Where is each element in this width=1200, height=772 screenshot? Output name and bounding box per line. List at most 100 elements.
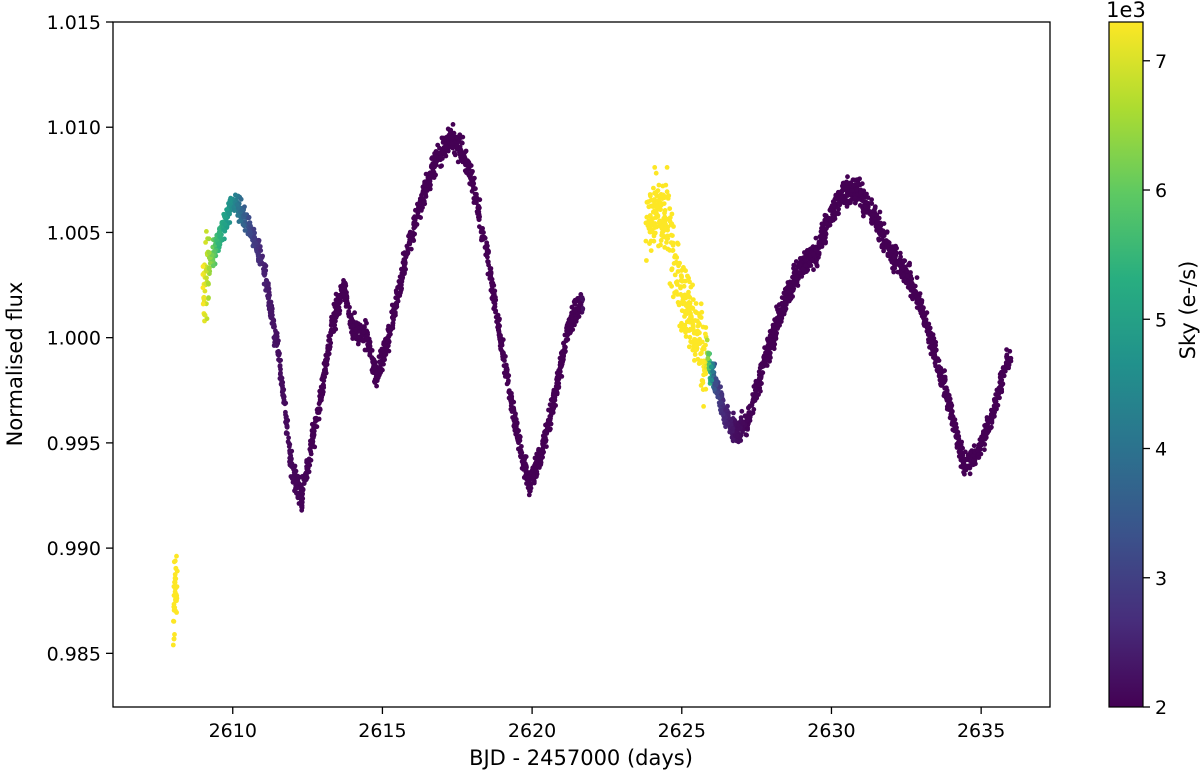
- data-point: [876, 215, 882, 221]
- data-point: [646, 219, 651, 225]
- data-point: [172, 632, 177, 637]
- data-point: [240, 222, 246, 228]
- data-point: [276, 357, 281, 363]
- data-point: [791, 279, 796, 285]
- data-point: [347, 304, 352, 310]
- data-point: [697, 339, 703, 345]
- data-point: [328, 340, 334, 346]
- data-point: [844, 204, 850, 209]
- data-point: [670, 248, 675, 254]
- data-point: [678, 323, 684, 329]
- data-point: [559, 363, 564, 369]
- data-point: [660, 183, 666, 189]
- data-point: [492, 294, 497, 299]
- data-point: [572, 297, 578, 303]
- data-point: [258, 248, 264, 254]
- data-point: [360, 337, 365, 343]
- data-point: [708, 364, 714, 370]
- data-point: [888, 257, 893, 262]
- data-point: [507, 395, 513, 401]
- data-point: [261, 281, 267, 287]
- data-point: [448, 127, 454, 133]
- data-point: [485, 247, 490, 253]
- data-point: [787, 279, 793, 285]
- data-point: [255, 253, 261, 259]
- data-point: [755, 382, 761, 388]
- data-point: [487, 266, 493, 272]
- data-point: [173, 576, 179, 582]
- data-point: [647, 192, 653, 197]
- data-point: [512, 419, 518, 425]
- data-point: [686, 344, 692, 350]
- data-point: [418, 215, 423, 221]
- data-point: [293, 480, 299, 485]
- data-point: [1000, 372, 1005, 378]
- data-point: [504, 367, 510, 373]
- data-point: [318, 388, 324, 394]
- x-tick-label: 2610: [209, 720, 257, 742]
- data-point: [651, 233, 657, 239]
- data-point: [1004, 347, 1009, 352]
- data-point: [335, 306, 341, 312]
- data-point: [687, 310, 692, 316]
- data-point: [732, 419, 738, 424]
- data-point: [226, 211, 231, 216]
- data-point: [436, 150, 442, 156]
- data-point: [970, 462, 976, 468]
- data-point: [522, 454, 528, 459]
- data-point: [674, 279, 680, 285]
- data-point: [905, 273, 910, 279]
- data-point: [765, 357, 770, 362]
- data-point: [690, 322, 696, 328]
- data-point: [494, 319, 499, 325]
- data-point: [816, 250, 821, 256]
- data-point: [498, 337, 503, 343]
- data-point: [510, 415, 515, 420]
- data-point: [703, 342, 708, 348]
- data-point: [277, 351, 282, 356]
- data-point: [701, 359, 706, 365]
- data-point: [443, 144, 449, 150]
- colorbar: [1108, 21, 1144, 708]
- data-point: [266, 290, 272, 295]
- data-point: [216, 241, 221, 247]
- data-point: [898, 254, 903, 260]
- data-point: [775, 307, 780, 313]
- data-point: [338, 295, 343, 300]
- data-point: [428, 182, 433, 188]
- data-point: [865, 195, 871, 201]
- data-point: [556, 374, 561, 379]
- data-point: [536, 464, 542, 469]
- data-point: [715, 390, 720, 396]
- data-point: [679, 308, 685, 314]
- data-point: [953, 433, 959, 439]
- data-point: [960, 462, 966, 468]
- data-point: [523, 468, 529, 473]
- data-point: [656, 243, 661, 249]
- data-point: [848, 200, 853, 206]
- data-point: [572, 319, 577, 324]
- data-point: [693, 301, 699, 306]
- data-point: [822, 212, 828, 218]
- data-point: [506, 378, 511, 384]
- data-point: [938, 377, 944, 382]
- data-point: [662, 214, 668, 220]
- data-point: [298, 499, 304, 505]
- data-point: [744, 432, 749, 438]
- data-point: [173, 608, 178, 614]
- data-point: [278, 374, 284, 380]
- data-point: [810, 251, 816, 257]
- data-point: [206, 281, 211, 287]
- y-tick-label: 1.015: [47, 12, 101, 34]
- data-point: [202, 312, 208, 318]
- data-point: [311, 426, 317, 432]
- data-point: [694, 347, 700, 352]
- data-point: [457, 132, 463, 138]
- data-point: [318, 384, 324, 390]
- data-point: [316, 401, 322, 407]
- data-point: [836, 201, 842, 207]
- data-point: [269, 309, 275, 315]
- data-point: [521, 457, 526, 463]
- data-point: [517, 433, 522, 439]
- data-point: [885, 251, 891, 257]
